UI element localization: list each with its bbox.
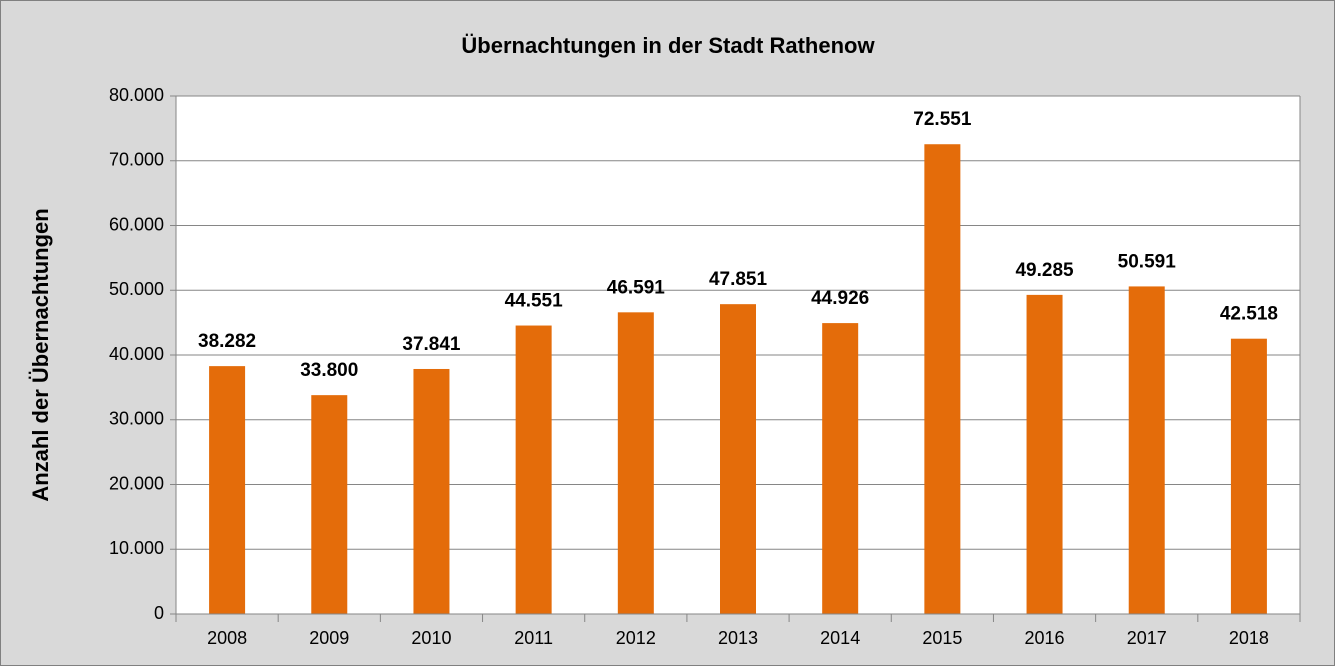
x-tick-label: 2011 bbox=[514, 628, 553, 648]
data-label: 42.518 bbox=[1220, 304, 1278, 325]
y-tick-label: 30.000 bbox=[109, 409, 164, 429]
data-label: 49.285 bbox=[1015, 260, 1074, 281]
bar bbox=[311, 395, 348, 614]
bar bbox=[1128, 286, 1165, 614]
y-tick-label: 80.000 bbox=[109, 85, 164, 105]
y-axis-label: Anzahl der Übernachtungen bbox=[28, 208, 53, 501]
data-label: 47.851 bbox=[709, 269, 768, 290]
bar bbox=[822, 323, 859, 614]
y-tick-label: 50.000 bbox=[109, 279, 164, 299]
x-tick-label: 2015 bbox=[922, 628, 962, 648]
x-tick-label: 2010 bbox=[411, 628, 451, 648]
bar bbox=[720, 304, 756, 614]
x-tick-label: 2008 bbox=[207, 628, 247, 648]
y-tick-label: 0 bbox=[154, 603, 164, 623]
x-tick-label: 2012 bbox=[616, 628, 656, 648]
data-label: 38.282 bbox=[198, 331, 256, 352]
y-tick-label: 60.000 bbox=[109, 214, 164, 234]
bar bbox=[515, 325, 552, 614]
x-tick-label: 2014 bbox=[820, 628, 860, 648]
x-tick-label: 2017 bbox=[1127, 628, 1167, 648]
data-label: 37.841 bbox=[402, 334, 461, 355]
x-tick-label: 2009 bbox=[309, 628, 349, 648]
bar bbox=[924, 144, 961, 614]
bar bbox=[617, 312, 654, 614]
y-tick-label: 10.000 bbox=[109, 538, 164, 558]
bar bbox=[413, 368, 450, 614]
data-label: 46.591 bbox=[607, 277, 666, 298]
data-label: 72.551 bbox=[913, 109, 972, 130]
data-label: 33.800 bbox=[300, 360, 358, 381]
bar bbox=[1230, 338, 1267, 614]
data-label: 44.926 bbox=[811, 288, 869, 309]
y-tick-label: 70.000 bbox=[109, 150, 164, 170]
data-label: 44.551 bbox=[505, 291, 564, 312]
x-tick-label: 2013 bbox=[718, 628, 758, 648]
y-tick-label: 20.000 bbox=[109, 473, 164, 493]
bar bbox=[1026, 294, 1063, 614]
x-tick-label: 2018 bbox=[1229, 628, 1269, 648]
chart-title: Übernachtungen in der Stadt Rathenow bbox=[461, 33, 875, 58]
bar bbox=[209, 366, 246, 614]
data-label: 50.591 bbox=[1118, 251, 1177, 272]
y-tick-label: 40.000 bbox=[109, 344, 164, 364]
x-tick-label: 2016 bbox=[1025, 628, 1065, 648]
